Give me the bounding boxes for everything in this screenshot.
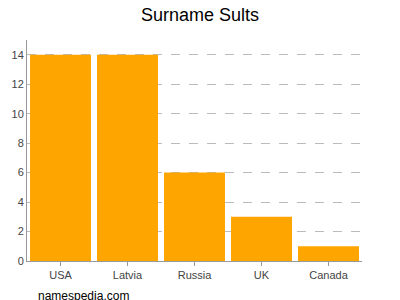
- svg-text:2: 2: [18, 225, 24, 237]
- svg-text:Canada: Canada: [309, 269, 348, 281]
- svg-text:namespedia.com: namespedia.com: [38, 289, 129, 300]
- svg-text:10: 10: [12, 108, 24, 120]
- svg-text:UK: UK: [254, 269, 270, 281]
- svg-text:6: 6: [18, 166, 24, 178]
- svg-text:8: 8: [18, 137, 24, 149]
- svg-text:Russia: Russia: [178, 269, 213, 281]
- svg-text:Latvia: Latvia: [113, 269, 143, 281]
- svg-text:USA: USA: [49, 269, 72, 281]
- svg-text:0: 0: [18, 255, 24, 267]
- svg-text:4: 4: [18, 196, 24, 208]
- svg-text:Surname Sults: Surname Sults: [141, 5, 259, 25]
- svg-text:12: 12: [12, 78, 24, 90]
- svg-text:14: 14: [12, 49, 24, 61]
